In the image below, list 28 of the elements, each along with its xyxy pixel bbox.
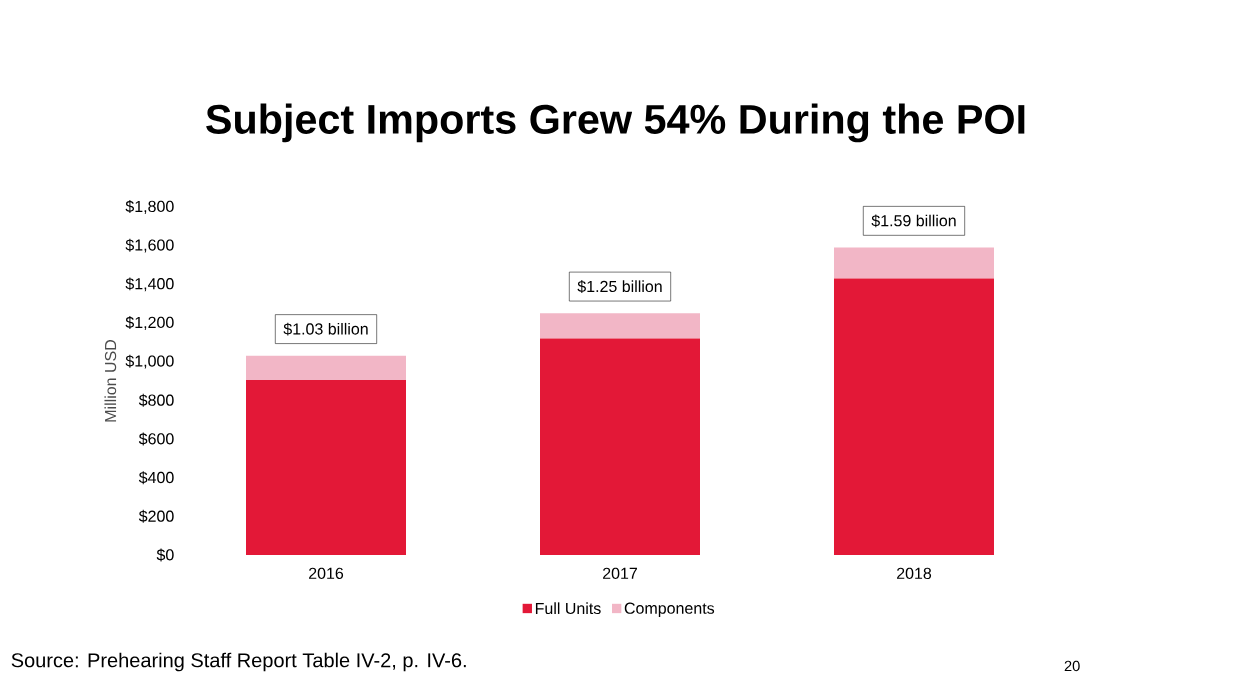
y-tick-label: $0: [156, 548, 174, 562]
annotation: $1.03 billion: [283, 322, 368, 336]
x-tick-label: 2016: [309, 567, 344, 580]
x-tick-label: 2018: [896, 567, 932, 580]
bar: [834, 278, 994, 555]
text: 20: [1064, 660, 1080, 672]
chart-title: Subject Imports Grew 54% During the POI: [206, 103, 1025, 143]
bar: [246, 380, 406, 555]
y-tick-label: $1,400: [125, 277, 174, 292]
y-tick-label: $600: [138, 432, 174, 446]
y-tick-label: $1,200: [125, 316, 174, 330]
x-tick-label: 2017: [603, 567, 637, 580]
annotation: $1.59 billion: [871, 214, 956, 228]
y-tick-label: $400: [138, 471, 174, 485]
bar: [246, 355, 406, 381]
legend-label: Full Units: [535, 602, 601, 615]
legend-label: Components: [624, 602, 715, 618]
bar: [540, 338, 700, 555]
source-note: Source: Prehearing Staff Report Table IV-2, p. IV-6.: [11, 652, 466, 672]
annotation: $1.25 billion: [577, 280, 662, 294]
bar: [540, 313, 700, 339]
y-tick-label: $1,000: [125, 354, 174, 369]
y-tick-label: $200: [138, 509, 174, 523]
bar: [834, 247, 994, 279]
y-tick-label: $800: [138, 393, 174, 407]
y-tick-label: $1,600: [125, 238, 174, 253]
y-tick-label: $1,800: [125, 200, 174, 214]
y-axis-title: Million USD: [104, 340, 117, 422]
